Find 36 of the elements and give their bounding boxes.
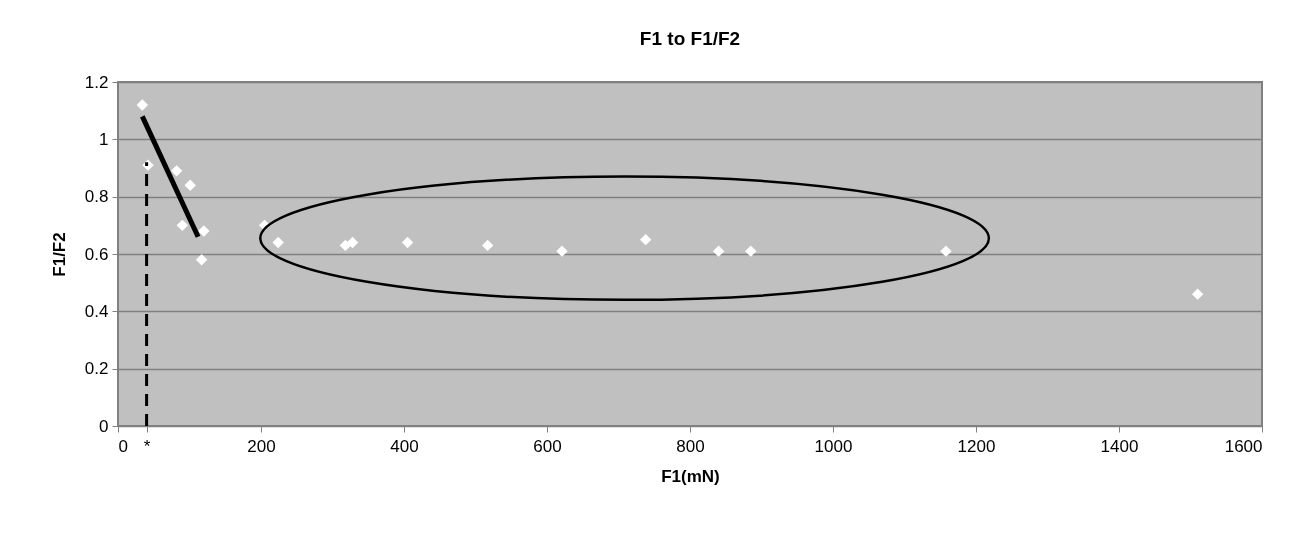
chart-title: F1 to F1/F2 — [639, 28, 741, 49]
x-tick-label: 1600 — [1224, 436, 1263, 456]
x-tick-label: 400 — [390, 436, 419, 456]
point — [481, 239, 494, 252]
y-tick-label: 0.4 — [84, 301, 109, 321]
y-tick-label: 1.2 — [84, 72, 109, 92]
point — [272, 236, 284, 249]
y-tick-label: 0.2 — [84, 359, 109, 379]
y-tick-label: 0 — [99, 416, 109, 436]
x-axis-title: F1(mN) — [661, 466, 720, 486]
y-axis-title: F1/F2 — [49, 232, 69, 277]
point — [198, 225, 210, 237]
y-tick-label: 1 — [99, 129, 109, 149]
point — [401, 236, 414, 249]
y-tick-label: 0.8 — [84, 187, 109, 207]
x-tick-label: 1000 — [814, 436, 853, 456]
x-tick-label: 800 — [676, 436, 705, 456]
y-tick-label: 0.6 — [84, 244, 109, 264]
point — [184, 179, 196, 191]
x-tick-label: 1200 — [957, 436, 996, 456]
point — [136, 99, 149, 111]
x-tick-label: 200 — [247, 436, 276, 456]
point — [170, 165, 183, 177]
x-tick-label: * — [143, 436, 151, 456]
point — [556, 245, 568, 257]
point — [745, 245, 757, 257]
x-tick-label: 600 — [533, 436, 562, 456]
point — [639, 233, 652, 246]
point — [346, 236, 359, 249]
point — [712, 245, 725, 257]
point — [195, 254, 208, 266]
point — [940, 245, 952, 257]
x-tick-label: 1400 — [1100, 436, 1139, 456]
point — [176, 219, 189, 232]
point — [1191, 288, 1204, 300]
x-tick-label: 0 — [118, 436, 128, 456]
